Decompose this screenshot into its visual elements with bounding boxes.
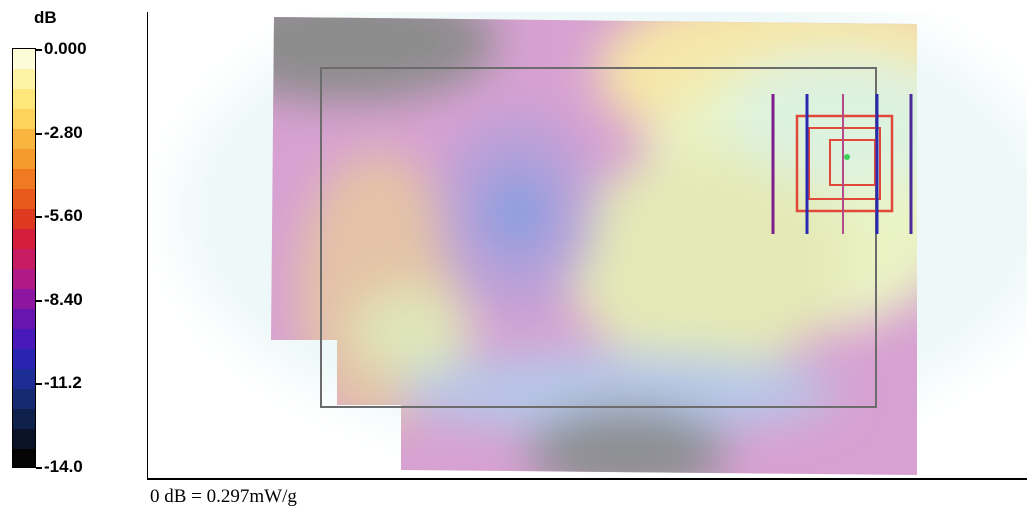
colorbar-tick-label: 0.000 [36, 39, 87, 58]
colorbar-segment [13, 269, 35, 290]
colorbar-segment [13, 169, 35, 190]
colorbar-segment [13, 449, 35, 467]
colorbar-segment [13, 209, 35, 230]
colorbar-unit-label: dB [34, 8, 57, 27]
colorbar-segment [13, 249, 35, 270]
colorbar-segment [13, 189, 35, 210]
sar-distribution-plot [147, 12, 1027, 480]
colorbar [12, 48, 36, 468]
colorbar-segment [13, 129, 35, 150]
colorbar-segment [13, 109, 35, 130]
colorbar-segment [13, 429, 35, 450]
colorbar-segment [13, 349, 35, 370]
colorbar-segment [13, 289, 35, 310]
colorbar-tick-label: -2.80 [36, 122, 83, 142]
phantom-outline [320, 67, 877, 408]
colorbar-segment [13, 69, 35, 90]
colorbar-segment [13, 89, 35, 110]
plot-canvas [147, 12, 1027, 480]
reference-note: 0 dB = 0.297mW/g [150, 486, 297, 507]
device-outline [771, 94, 913, 234]
colorbar-segment [13, 229, 35, 250]
colorbar-segment [13, 329, 35, 350]
colorbar-segment [13, 49, 35, 70]
colorbar-segment [13, 369, 35, 390]
colorbar-tick-label: -11.2 [36, 373, 82, 393]
colorbar-segment [13, 409, 35, 430]
colorbar-segment [13, 309, 35, 330]
colorbar-tick-label: -5.60 [36, 206, 83, 226]
colorbar-tick-label: -14.0 [36, 457, 83, 476]
colorbar-segment [13, 389, 35, 410]
colorbar-tick-label: -8.40 [36, 289, 83, 309]
colorbar-segment [13, 149, 35, 170]
